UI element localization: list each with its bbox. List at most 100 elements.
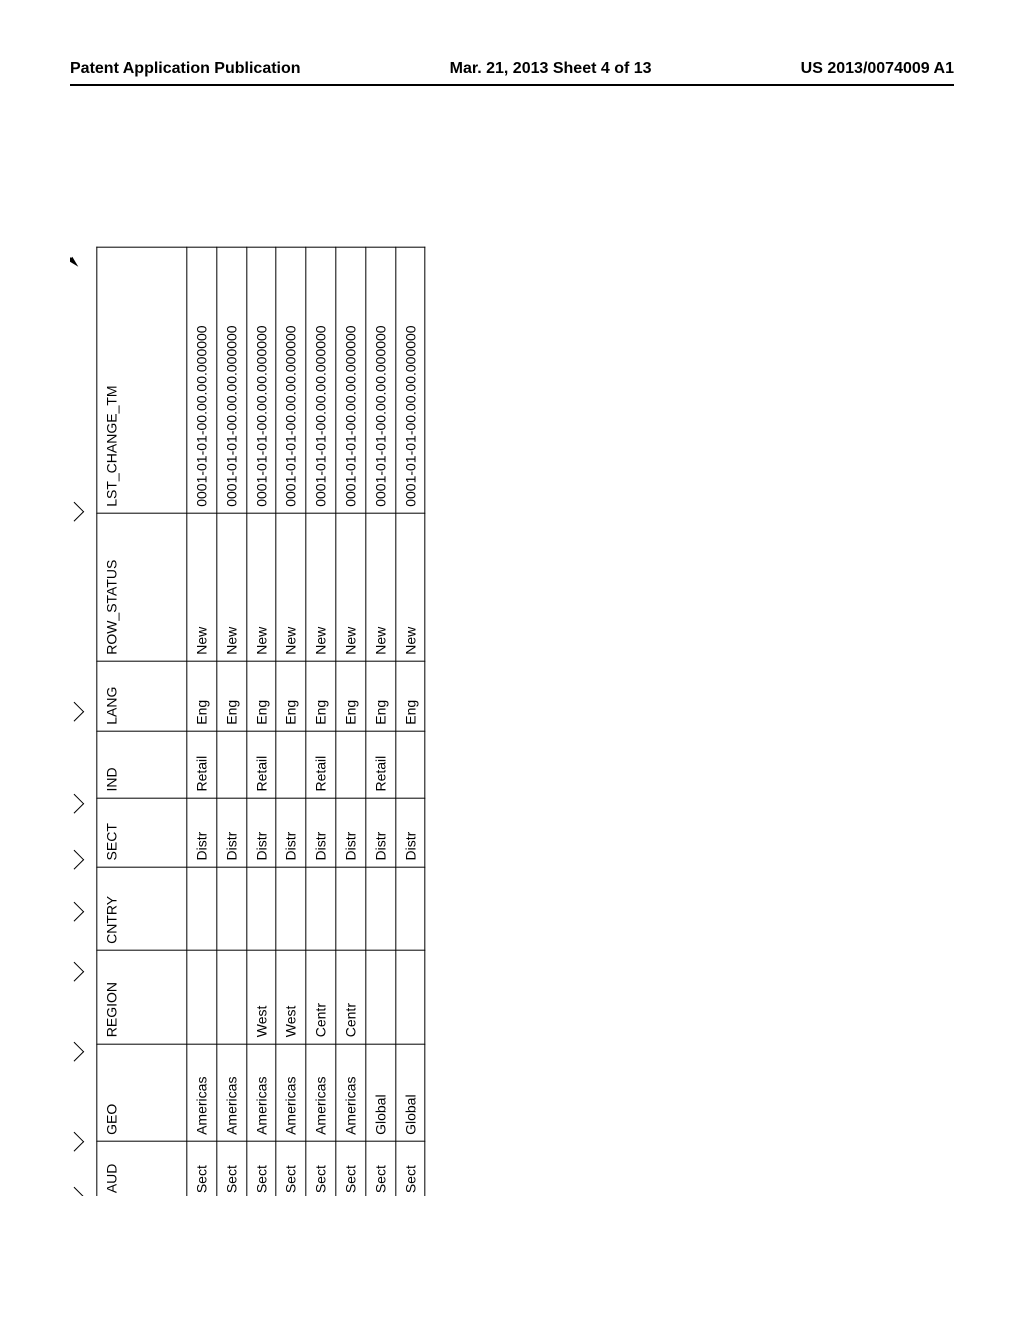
table-head: USER_ID CLASS AUD GEO REGION CNTRY SECT … (97, 247, 187, 1196)
cell-sect: Distr (395, 798, 425, 867)
col-region: REGION (97, 950, 187, 1043)
cell-aud: Sect (306, 1141, 336, 1196)
cell-sect: Distr (306, 798, 336, 867)
cell-aud: Sect (395, 1141, 425, 1196)
cell-cntry (276, 867, 306, 950)
cell-ind (336, 731, 366, 798)
col-sect: SECT (97, 798, 187, 867)
cell-aud: Sect (366, 1141, 396, 1196)
cell-tm: 0001-01-01-00.00.00.000000 (217, 247, 247, 513)
cell-region: West (276, 950, 306, 1043)
callout-420: 420 (70, 1127, 81, 1157)
cell-ind: Retail (246, 731, 276, 798)
col-lang: LANG (97, 661, 187, 731)
callout-450: 450 (70, 697, 81, 727)
cell-region: Centr (306, 950, 336, 1043)
col-aud: AUD (97, 1141, 187, 1196)
cell-region: West (246, 950, 276, 1043)
cell-lang: Eng (246, 661, 276, 731)
cell-lang: Eng (306, 661, 336, 731)
table-row: johndoe@us.ibm.comUSectAmericasWestDistr… (246, 247, 276, 1196)
callout-440: 440 (70, 845, 81, 875)
callout-455: 455 (70, 497, 81, 527)
page-header: Patent Application Publication Mar. 21, … (70, 60, 954, 86)
cell-tm: 0001-01-01-00.00.00.000000 (246, 247, 276, 513)
cell-region (187, 950, 217, 1043)
col-lst-change-tm: LST_CHANGE_TM (97, 247, 187, 513)
col-row-status: ROW_STATUS (97, 513, 187, 661)
cell-geo: Americas (276, 1044, 306, 1142)
cell-ind: Retail (306, 731, 336, 798)
callout-435: 435 (70, 897, 81, 927)
table-row: johndoe@us.ibm.comUSectGlobalDistrEngNew… (395, 247, 425, 1196)
cell-tm: 0001-01-01-00.00.00.000000 (306, 247, 336, 513)
cell-ind: Retail (187, 731, 217, 798)
cell-tm: 0001-01-01-00.00.00.000000 (336, 247, 366, 513)
cell-lang: Eng (217, 661, 247, 731)
table-row: johndoe@us.ibm.comUSectAmericasWestDistr… (276, 247, 306, 1196)
cell-tm: 0001-01-01-00.00.00.000000 (276, 247, 306, 513)
cell-aud: Sect (246, 1141, 276, 1196)
header-center: Mar. 21, 2013 Sheet 4 of 13 (450, 60, 652, 78)
cell-status: New (395, 513, 425, 661)
cell-region: Centr (336, 950, 366, 1043)
cell-sect: Distr (187, 798, 217, 867)
cell-aud: Sect (276, 1141, 306, 1196)
cell-ind: Retail (366, 731, 396, 798)
cell-sect: Distr (336, 798, 366, 867)
cell-aud: Sect (187, 1141, 217, 1196)
callout-415: 415 (70, 1182, 81, 1196)
callout-425: 425 (70, 1037, 81, 1067)
header-row-cells: USER_ID CLASS AUD GEO REGION CNTRY SECT … (97, 247, 187, 1196)
cell-cntry (336, 867, 366, 950)
figure-rotated: FIG. 4 400 40541041542042543043544044545… (70, 247, 426, 1196)
cell-ind (217, 731, 247, 798)
cell-geo: Americas (217, 1044, 247, 1142)
arrow-icon (70, 239, 80, 269)
callout-445: 445 (70, 789, 81, 819)
cell-lang: Eng (187, 661, 217, 731)
cell-geo: Americas (187, 1044, 217, 1142)
col-ind: IND (97, 731, 187, 798)
cell-status: New (217, 513, 247, 661)
table-body: johndoe@us.ibm.comUSectAmericasDistrReta… (187, 247, 425, 1196)
cell-tm: 0001-01-01-00.00.00.000000 (395, 247, 425, 513)
cell-aud: Sect (336, 1141, 366, 1196)
cell-geo: Americas (306, 1044, 336, 1142)
cell-geo: Americas (336, 1044, 366, 1142)
cell-status: New (276, 513, 306, 661)
data-table: USER_ID CLASS AUD GEO REGION CNTRY SECT … (96, 247, 425, 1196)
callout-row: 400 405410415420425430435440445450455 (70, 247, 96, 1196)
cell-status: New (187, 513, 217, 661)
cell-geo: Global (395, 1044, 425, 1142)
cell-status: New (366, 513, 396, 661)
cell-region (395, 950, 425, 1043)
cell-cntry (246, 867, 276, 950)
table-row: johndoe@us.ibm.comUSectAmericasDistrEngN… (217, 247, 247, 1196)
header-right: US 2013/0074009 A1 (801, 60, 954, 78)
callout-430: 430 (70, 957, 81, 987)
cell-lang: Eng (276, 661, 306, 731)
col-geo: GEO (97, 1044, 187, 1142)
cell-status: New (246, 513, 276, 661)
cell-sect: Distr (276, 798, 306, 867)
cell-tm: 0001-01-01-00.00.00.000000 (366, 247, 396, 513)
table-row: johndoe@us.ibm.comUSectGlobalDistrRetail… (366, 247, 396, 1196)
cell-lang: Eng (336, 661, 366, 731)
cell-geo: Americas (246, 1044, 276, 1142)
cell-tm: 0001-01-01-00.00.00.000000 (187, 247, 217, 513)
cell-sect: Distr (366, 798, 396, 867)
cell-ind (395, 731, 425, 798)
cell-cntry (395, 867, 425, 950)
cell-cntry (306, 867, 336, 950)
header-left: Patent Application Publication (70, 60, 301, 78)
table-row: johndoe@us.ibm.comUSectAmericasCentrDist… (336, 247, 366, 1196)
cell-lang: Eng (366, 661, 396, 731)
table-row: johndoe@us.ibm.comUSectAmericasDistrReta… (187, 247, 217, 1196)
cell-cntry (366, 867, 396, 950)
cell-status: New (306, 513, 336, 661)
figure-wrap: FIG. 4 400 40541041542042543043544044545… (70, 96, 954, 1196)
col-cntry: CNTRY (97, 867, 187, 950)
cell-status: New (336, 513, 366, 661)
cell-sect: Distr (217, 798, 247, 867)
